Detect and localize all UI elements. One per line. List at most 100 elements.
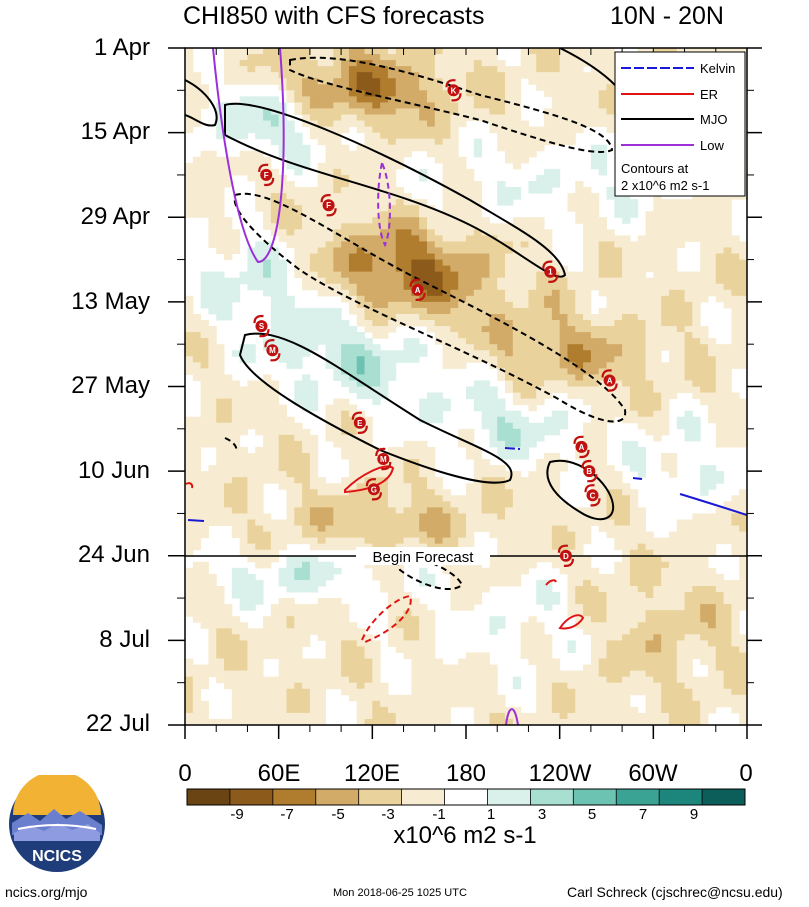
field-cell <box>700 205 709 212</box>
field-cell <box>325 126 334 134</box>
field-cell <box>185 471 194 478</box>
field-cell <box>192 211 202 218</box>
field-cell <box>622 459 631 466</box>
field-cell <box>450 259 459 267</box>
field-cell <box>380 205 389 212</box>
field-cell <box>653 241 662 248</box>
field-cell <box>185 598 194 605</box>
field-cell <box>411 265 420 273</box>
field-cell <box>629 374 639 381</box>
field-cell <box>497 616 506 623</box>
field-cell <box>606 525 615 533</box>
field-cell <box>231 241 241 248</box>
field-cell <box>645 422 654 430</box>
field-cell <box>411 489 420 496</box>
field-cell <box>497 84 506 91</box>
field-cell <box>505 356 514 363</box>
field-cell <box>208 193 217 200</box>
field-cell <box>403 440 412 448</box>
field-cell <box>255 66 264 73</box>
field-cell <box>559 362 568 369</box>
field-cell <box>395 84 405 91</box>
field-cell <box>715 259 725 267</box>
field-cell <box>348 440 358 448</box>
field-cell <box>489 465 498 472</box>
field-cell <box>434 96 444 103</box>
field-cell <box>309 78 319 85</box>
field-cell <box>403 295 412 303</box>
field-cell <box>505 332 514 339</box>
field-cell <box>411 501 420 508</box>
field-cell <box>512 108 522 115</box>
field-cell <box>707 573 717 581</box>
field-cell <box>559 513 568 520</box>
field-cell <box>309 489 319 496</box>
field-cell <box>255 592 264 599</box>
field-cell <box>559 66 568 73</box>
field-cell <box>481 84 490 91</box>
field-cell <box>590 96 600 103</box>
field-cell <box>426 102 436 109</box>
field-cell <box>325 217 334 224</box>
field-cell <box>450 592 459 599</box>
field-cell <box>473 48 483 55</box>
field-cell <box>551 555 561 563</box>
field-cell <box>450 54 459 61</box>
field-cell <box>692 561 701 569</box>
field-cell <box>450 66 459 73</box>
field-cell <box>426 301 436 309</box>
field-cell <box>380 380 389 387</box>
field-cell <box>505 150 514 158</box>
field-cell <box>426 66 436 73</box>
field-cell <box>676 301 686 309</box>
field-cell <box>411 205 420 212</box>
field-cell <box>489 404 498 412</box>
field-cell <box>637 573 647 581</box>
field-cell <box>356 150 366 158</box>
field-cell <box>325 180 334 188</box>
field-cell <box>270 60 280 67</box>
field-cell <box>302 60 311 67</box>
field-cell <box>403 465 412 472</box>
field-cell <box>192 72 202 79</box>
field-cell <box>403 525 412 533</box>
field-cell <box>466 168 475 176</box>
field-cell <box>622 356 631 363</box>
field-cell <box>536 459 545 466</box>
field-cell <box>684 374 693 381</box>
field-cell <box>458 301 467 309</box>
field-cell <box>715 428 725 436</box>
field-cell <box>387 531 397 539</box>
field-cell <box>372 150 381 158</box>
field-cell <box>520 283 529 291</box>
field-cell <box>575 102 584 109</box>
field-cell <box>707 235 717 242</box>
field-cell <box>224 126 233 134</box>
field-cell <box>341 78 350 85</box>
field-cell <box>645 592 654 599</box>
field-cell <box>286 241 295 248</box>
field-cell <box>403 452 412 460</box>
field-cell <box>395 452 405 460</box>
field-cell <box>380 138 389 146</box>
field-cell <box>692 543 701 551</box>
field-cell <box>668 271 678 279</box>
field-cell <box>707 398 717 406</box>
field-cell <box>356 483 366 490</box>
field-cell <box>637 344 647 351</box>
field-cell <box>286 477 295 484</box>
field-cell <box>450 307 459 315</box>
field-cell <box>489 48 498 55</box>
field-cell <box>208 162 217 170</box>
field-cell <box>606 344 615 351</box>
field-cell <box>395 108 405 115</box>
field-cell <box>590 579 600 587</box>
field-cell <box>575 78 584 85</box>
field-cell <box>192 338 202 345</box>
field-cell <box>466 320 475 327</box>
field-cell <box>629 277 639 285</box>
field-cell <box>715 217 725 224</box>
field-cell <box>731 350 740 357</box>
field-cell <box>520 519 529 527</box>
field-cell <box>645 380 654 387</box>
